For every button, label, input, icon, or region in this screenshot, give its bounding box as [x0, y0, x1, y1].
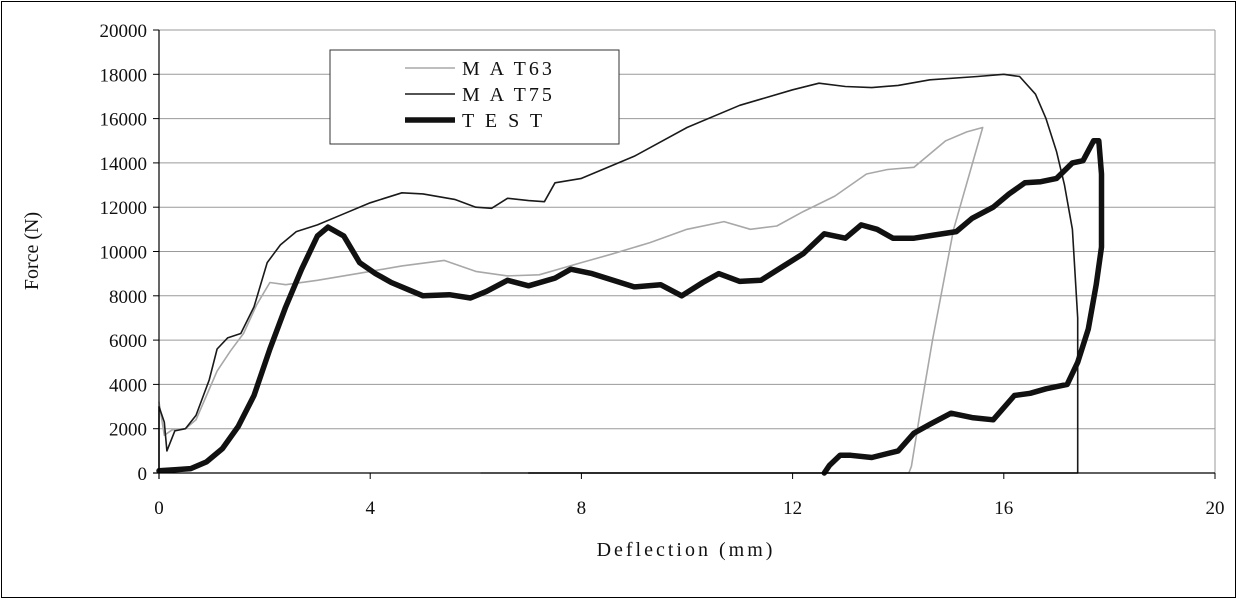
x-tick-label-5: 20	[1206, 498, 1225, 519]
legend-label-0: M A T63	[462, 58, 555, 80]
legend: M A T63 M A T75 T E S T	[329, 49, 620, 145]
x-axis-title: Deflection (mm)	[597, 539, 776, 561]
series-line-test	[156, 138, 1105, 476]
x-tick-label-0: 0	[154, 498, 164, 519]
x-tick-label-2: 8	[577, 498, 587, 519]
series-layer	[156, 73, 1105, 476]
x-tick-label-3: 12	[783, 498, 802, 519]
y-tick-label-2: 4000	[109, 375, 147, 396]
x-tick-label-4: 16	[994, 498, 1013, 519]
y-tick-label-1: 2000	[109, 420, 147, 441]
y-tick-label-5: 10000	[100, 243, 148, 264]
series-line-mat63	[158, 126, 984, 474]
x-tick-label-1: 4	[365, 498, 375, 519]
y-axis-title: Force (N)	[21, 212, 43, 290]
y-tick-label-7: 14000	[100, 154, 148, 175]
y-tick-label-9: 18000	[100, 65, 148, 86]
series-line-mat75	[158, 73, 1079, 474]
y-tick-label-6: 12000	[100, 198, 148, 219]
legend-box	[329, 49, 620, 145]
grid	[159, 29, 1216, 473]
y-tick-label-0: 0	[138, 464, 148, 485]
y-tick-label-10: 20000	[100, 21, 148, 42]
y-tick-label-8: 16000	[100, 110, 148, 131]
axes	[153, 29, 1216, 479]
y-tick-label-3: 6000	[109, 331, 147, 352]
y-tick-label-4: 8000	[109, 287, 147, 308]
legend-label-2: T E S T	[462, 110, 545, 132]
legend-label-1: M A T75	[462, 84, 555, 106]
tick-labels: 0 2000 4000 6000 8000 10000 12000 14000 16000 180…	[100, 21, 1225, 519]
